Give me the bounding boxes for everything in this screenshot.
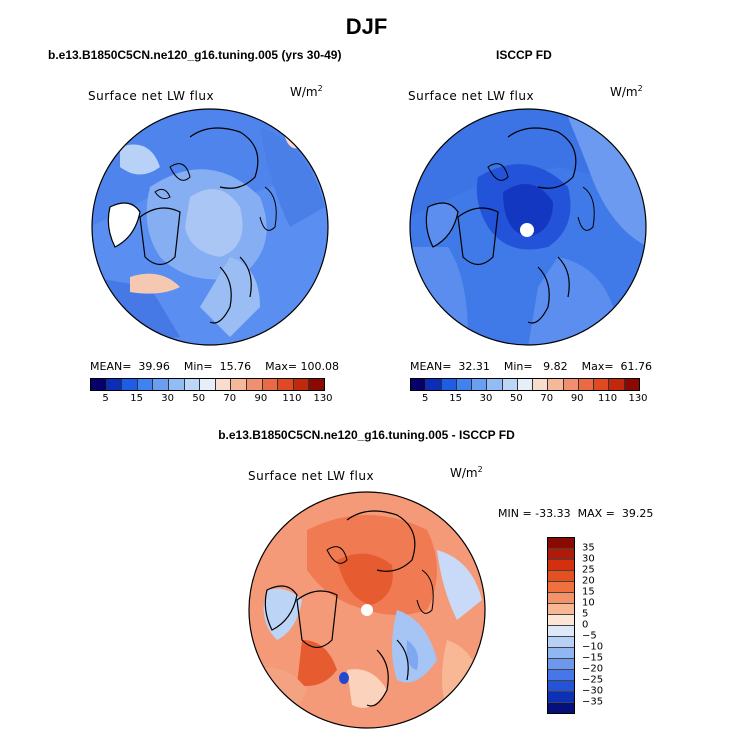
colorbar-swatch [278,379,294,390]
main-title: DJF [345,14,388,39]
colorbar-swatch [426,379,442,390]
colorbar-swatch [548,670,574,681]
panel1-subtitle: Surface net LW flux [88,89,215,103]
colorbar-swatch [548,560,574,571]
panel3-colorbar [547,537,575,714]
panel1-title: b.e13.B1850C5CN.ne120_g16.tuning.005 (yr… [48,48,342,62]
colorbar-swatch [200,379,216,390]
colorbar-swatch [548,659,574,670]
colorbar-tick-label: 30 [161,393,175,404]
panel1-map [91,108,329,346]
colorbar-swatch [548,615,574,626]
panel2-map [409,108,647,346]
colorbar-swatch [441,379,457,390]
colorbar-swatch [293,379,310,390]
colorbar-tick-label: 50 [510,393,523,404]
colorbar-swatch [624,379,639,390]
colorbar-swatch [262,379,279,390]
colorbar-tick-label: 30 [479,393,493,404]
colorbar-swatch [548,604,574,615]
colorbar-tick-label: 90 [254,393,268,404]
colorbar-tick-label: 35 [582,542,595,554]
colorbar-tick-label: 5 [582,608,589,620]
colorbar-swatch [609,379,625,390]
colorbar-swatch [411,379,427,390]
colorbar-tick-label: −30 [582,685,604,697]
colorbar-swatch [456,379,473,390]
colorbar-swatch [594,379,610,390]
panel1-colorbar-ticks: 5 15 30 50 70 90 110 130 [90,391,332,405]
colorbar-swatch [548,549,574,560]
colorbar-swatch [168,379,185,390]
colorbar-tick-label: 70 [540,393,554,404]
colorbar-swatch [578,379,595,390]
colorbar-swatch [533,379,549,390]
colorbar-tick-label: 70 [223,393,237,404]
colorbar-tick-label: 30 [582,553,595,565]
panel2-colorbar-ticks: 5 15 30 50 70 90 110 130 [410,391,648,405]
colorbar-swatch [548,593,574,604]
colorbar-swatch [231,379,247,390]
panel2-units: W/m2 [610,84,643,99]
colorbar-swatch [548,692,574,703]
panel3-colorbar-labels: 35 30 25 20 15 10 5 0 −5 −10 −15 −20 −25 −30 −35 [582,537,622,717]
panel1-units: W/m2 [290,84,323,99]
colorbar-swatch [548,626,574,637]
colorbar-tick-label: 15 [130,393,143,404]
colorbar-tick-label: −20 [582,663,604,675]
colorbar-swatch [153,379,169,390]
panel3-subtitle: Surface net LW flux [248,469,375,483]
colorbar-tick-label: 25 [582,564,595,576]
panel1-stats: MEAN= 39.96 Min= 15.76 Max= 100.08 [90,360,340,373]
colorbar-tick-label: 110 [598,393,618,404]
colorbar-swatch [246,379,263,390]
colorbar-tick-label: 5 [422,393,429,404]
colorbar-swatch [548,379,564,390]
colorbar-tick-label: 5 [102,393,109,404]
colorbar-tick-label: −25 [582,674,604,686]
panel2-subtitle: Surface net LW flux [408,89,535,103]
colorbar-tick-label: 20 [582,575,595,587]
colorbar-swatch [548,538,574,549]
colorbar-tick-label: −10 [582,641,604,653]
colorbar-swatch [502,379,518,390]
colorbar-tick-label: −5 [582,630,597,642]
colorbar-tick-label: 50 [192,393,206,404]
panel1-colorbar [90,378,325,391]
colorbar-swatch [548,582,574,593]
panel2-colorbar [410,378,640,391]
colorbar-swatch [91,379,107,390]
colorbar-swatch [487,379,503,390]
panel3-units: W/m2 [450,465,483,480]
panel3-map [248,491,486,729]
colorbar-swatch [548,703,574,713]
colorbar-tick-label: −35 [582,696,604,708]
colorbar-swatch [106,379,123,390]
colorbar-swatch [548,637,574,648]
panel2-title: ISCCP FD [496,48,552,62]
panel3-stats: MIN = -33.33 MAX = 39.25 [498,507,654,520]
colorbar-tick-label: 130 [313,393,333,404]
colorbar-tick-label: 130 [628,393,648,404]
colorbar-swatch [548,571,574,582]
colorbar-swatch [215,379,232,390]
colorbar-swatch [472,379,488,390]
colorbar-swatch [548,681,574,692]
colorbar-tick-label: −15 [582,652,604,664]
colorbar-swatch [122,379,138,390]
panel2-stats: MEAN= 32.31 Min= 9.82 Max= 61.76 [410,360,653,373]
colorbar-tick-label: 15 [582,586,595,598]
colorbar-swatch [184,379,201,390]
colorbar-swatch [517,379,534,390]
colorbar-tick-label: 10 [582,597,595,609]
colorbar-tick-label: 0 [582,619,589,631]
colorbar-tick-label: 90 [570,393,584,404]
colorbar-swatch [563,379,579,390]
panel3-title: b.e13.B1850C5CN.ne120_g16.tuning.005 - I… [218,428,515,442]
colorbar-swatch [137,379,154,390]
colorbar-tick-label: 15 [449,393,462,404]
colorbar-tick-label: 110 [282,393,302,404]
colorbar-swatch [309,379,324,390]
colorbar-swatch [548,648,574,659]
